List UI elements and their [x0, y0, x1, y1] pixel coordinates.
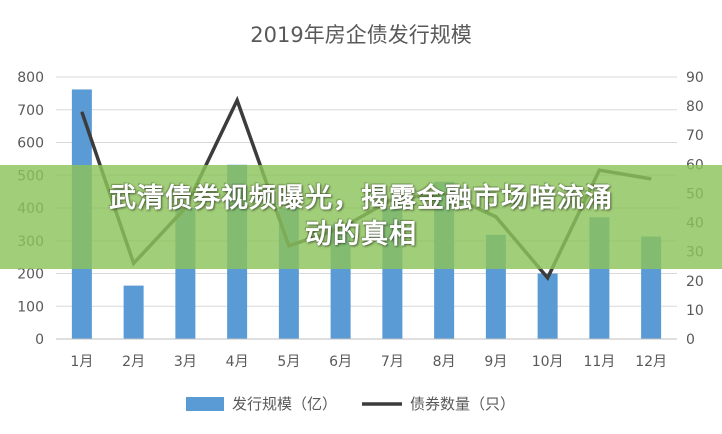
- y-left-tick-label: 700: [17, 103, 44, 119]
- line-point: [236, 99, 238, 101]
- line-point: [547, 277, 549, 279]
- line-point: [81, 111, 83, 113]
- x-tick-label: 4月: [226, 354, 249, 370]
- y-right-tick-label: 10: [686, 303, 704, 319]
- bar: [537, 273, 558, 339]
- x-tick-label: 6月: [329, 354, 352, 370]
- y-left-tick-label: 100: [17, 299, 44, 315]
- x-tick-label: 10月: [532, 354, 564, 370]
- x-tick-label: 9月: [484, 354, 507, 370]
- x-tick-label: 1月: [70, 354, 93, 370]
- x-tick-label: 7月: [381, 354, 404, 370]
- x-tick-label: 2月: [122, 354, 145, 370]
- y-left-tick-label: 0: [35, 332, 44, 348]
- chart-title: 2019年房企债发行规模: [250, 23, 471, 47]
- headline-banner: 武清债券视频曝光，揭露金融市场暗流涌 动的真相: [0, 165, 722, 269]
- x-tick-label: 3月: [174, 354, 197, 370]
- y-right-tick-label: 80: [686, 99, 704, 115]
- y-right-tick-label: 70: [686, 128, 704, 144]
- y-right-tick-label: 0: [686, 332, 695, 348]
- legend-label-bar: 发行规模（亿）: [232, 395, 337, 413]
- bar: [123, 285, 144, 339]
- legend-label-line: 债券数量（只）: [410, 395, 515, 413]
- y-right-tick-label: 90: [686, 70, 704, 86]
- headline-line-2: 动的真相: [305, 219, 417, 250]
- x-tick-label: 8月: [433, 354, 456, 370]
- y-left-tick-label: 600: [17, 136, 44, 152]
- x-tick-label: 12月: [635, 354, 667, 370]
- y-left-tick-label: 800: [17, 70, 44, 86]
- y-left-tick-label: 200: [17, 267, 44, 283]
- headline-line-1: 武清债券视频曝光，揭露金融市场暗流涌: [109, 183, 613, 214]
- y-right-tick-label: 20: [686, 274, 704, 290]
- x-tick-label: 5月: [277, 354, 300, 370]
- x-tick-label: 11月: [583, 354, 615, 370]
- legend-swatch-bar: [186, 397, 224, 411]
